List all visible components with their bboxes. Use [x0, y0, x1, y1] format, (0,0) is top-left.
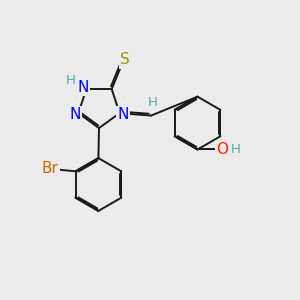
Text: N: N	[118, 107, 129, 122]
Text: Br: Br	[42, 161, 58, 176]
Text: O: O	[216, 142, 228, 157]
Text: S: S	[120, 52, 130, 68]
Text: N: N	[69, 107, 80, 122]
Text: H: H	[231, 143, 241, 156]
Text: H: H	[148, 97, 158, 110]
Text: N: N	[77, 80, 88, 95]
Text: H: H	[66, 74, 76, 87]
